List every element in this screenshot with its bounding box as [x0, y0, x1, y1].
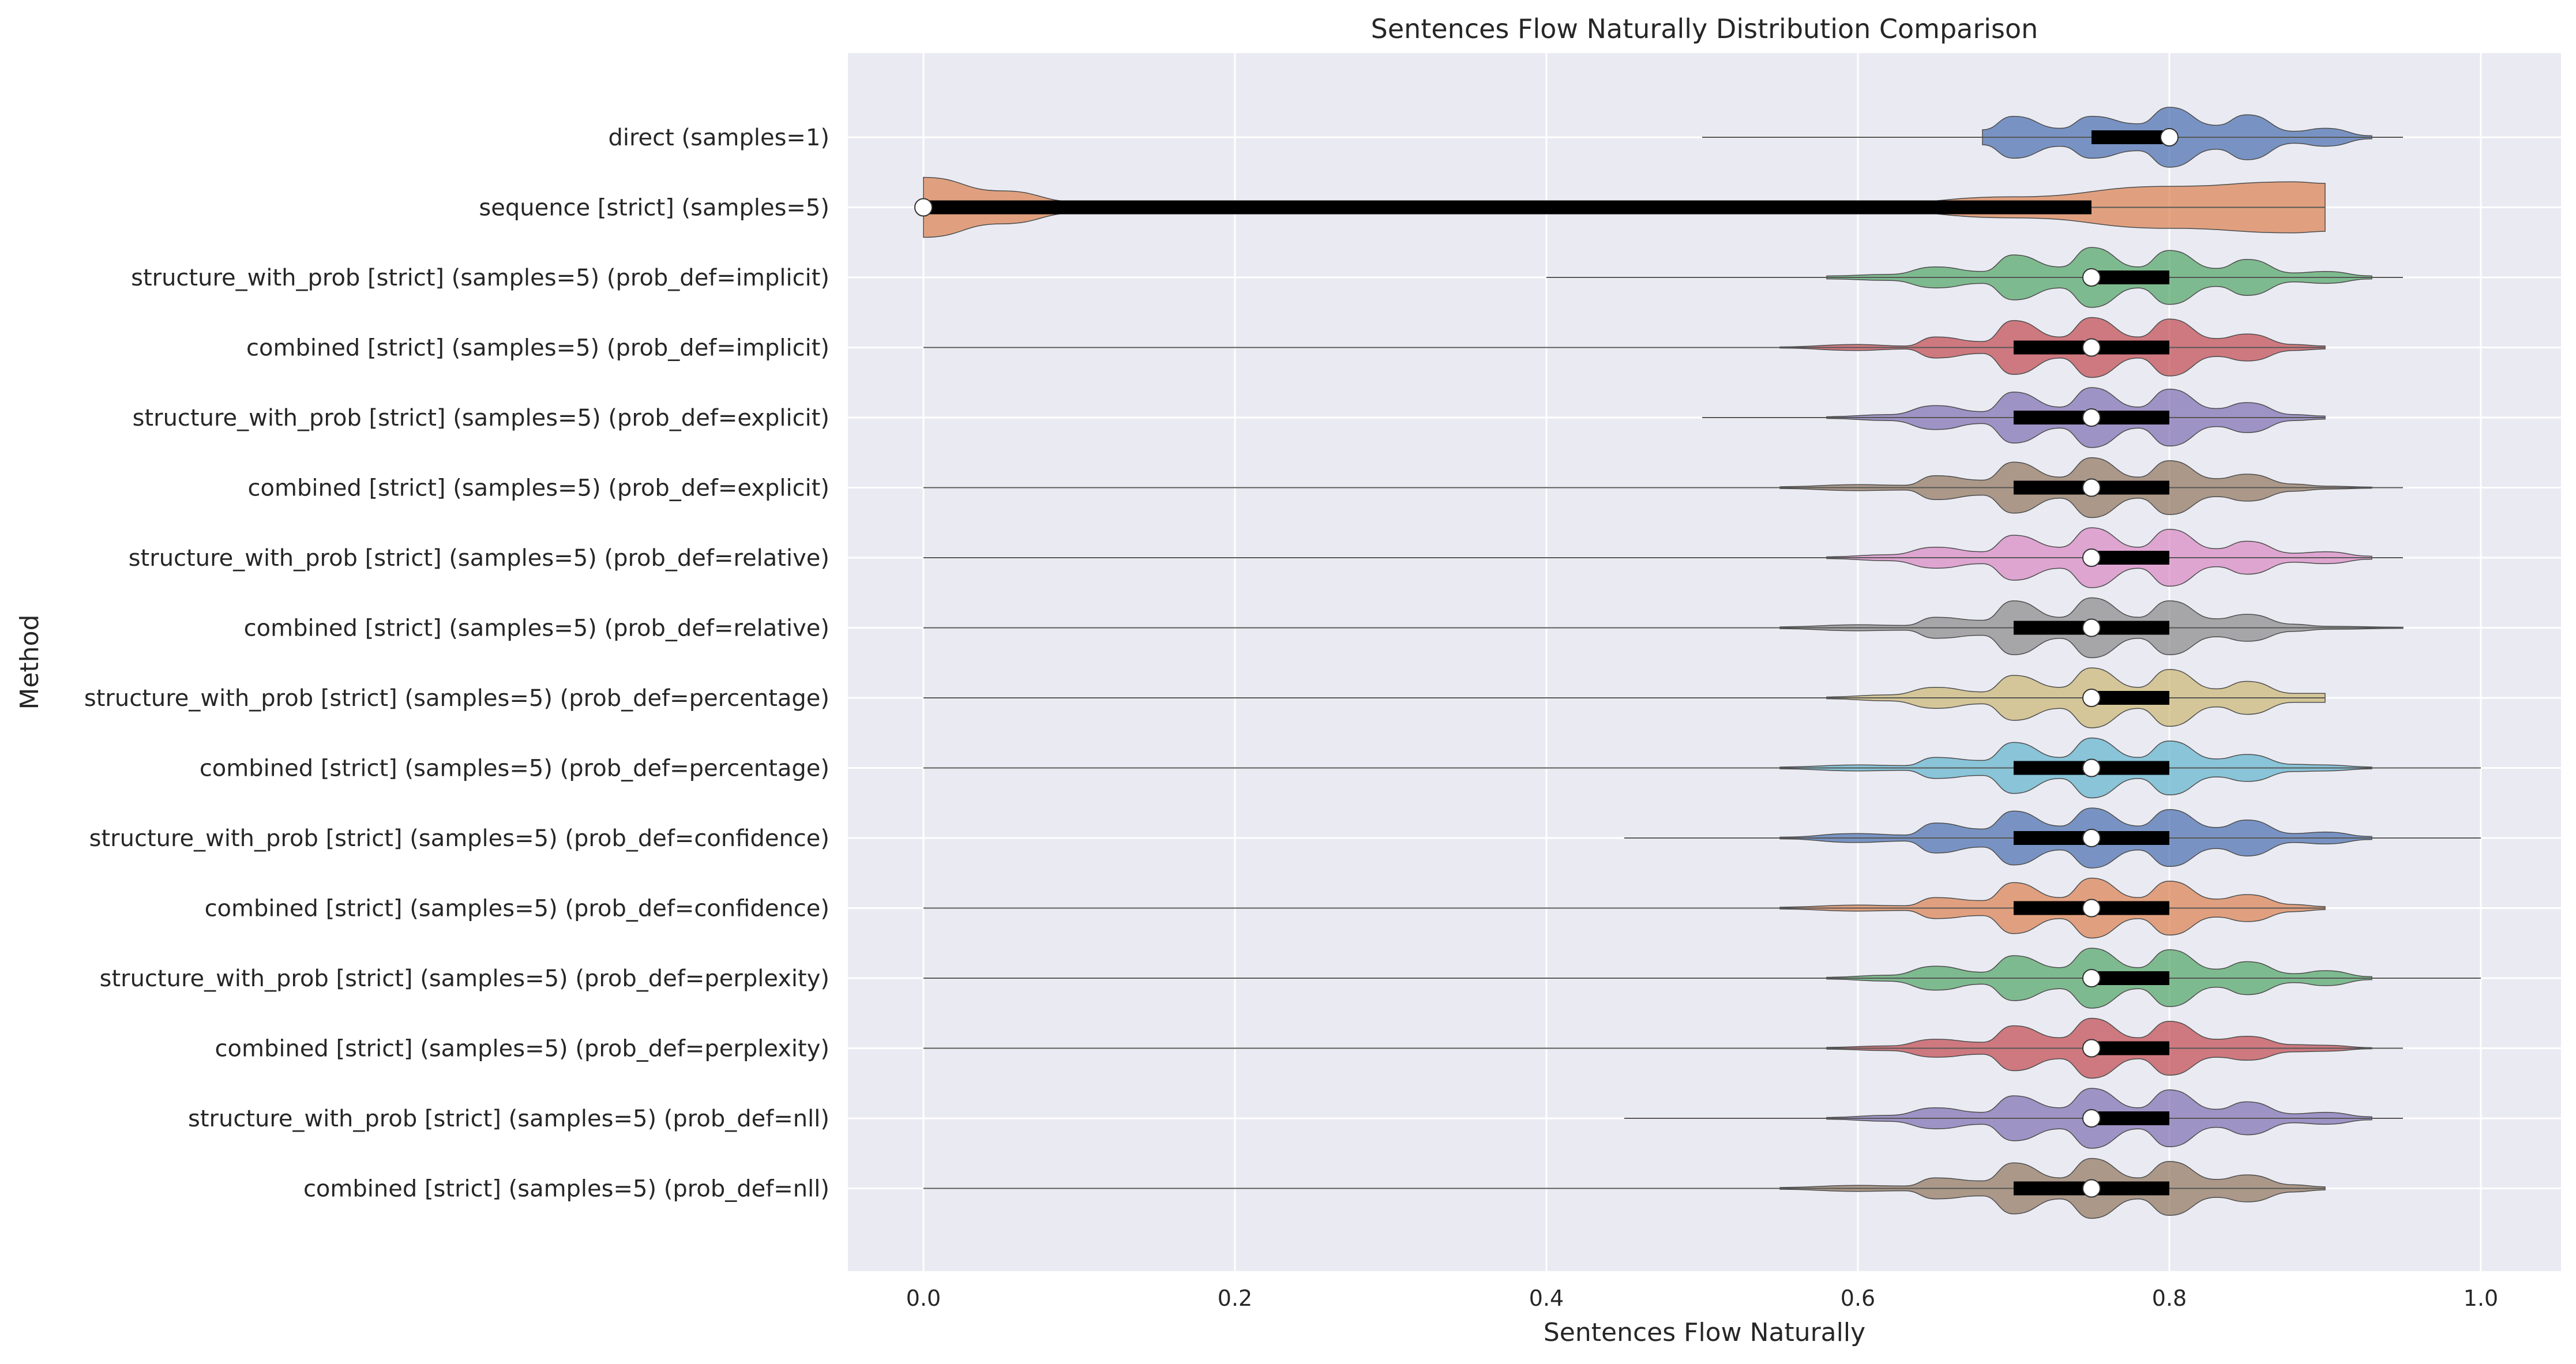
category-label: structure_with_prob [strict] (samples=5)…: [133, 405, 829, 431]
iqr-box: [2091, 270, 2169, 284]
category-label: direct (samples=1): [608, 125, 829, 151]
iqr-box: [2091, 1111, 2169, 1125]
median-marker: [2082, 548, 2101, 567]
plot-area: [848, 53, 2561, 1271]
category-label: combined [strict] (samples=5) (prob_def=…: [215, 1036, 829, 1062]
x-tick-label: 0.8: [2152, 1286, 2187, 1311]
category-label: combined [strict] (samples=5) (prob_def=…: [200, 756, 829, 782]
median-marker: [2082, 1179, 2101, 1198]
category-label: combined [strict] (samples=5) (prob_def=…: [244, 615, 829, 642]
x-tick-label: 0.2: [1218, 1286, 1252, 1311]
median-marker: [2082, 1109, 2101, 1128]
median-marker: [2082, 478, 2101, 497]
x-tick-label: 1.0: [2464, 1286, 2498, 1311]
y-axis-label: Method: [15, 614, 44, 709]
category-label: combined [strict] (samples=5) (prob_def=…: [303, 1176, 829, 1203]
x-tick-label: 0.0: [906, 1286, 941, 1311]
category-label: structure_with_prob [strict] (samples=5)…: [89, 825, 829, 852]
chart-title: Sentences Flow Naturally Distribution Co…: [1371, 13, 2038, 44]
median-marker: [2082, 829, 2101, 847]
iqr-box: [2091, 551, 2169, 565]
category-label: structure_with_prob [strict] (samples=5)…: [129, 545, 829, 572]
iqr-box: [2091, 130, 2169, 144]
x-axis-label: Sentences Flow Naturally: [1544, 1318, 1865, 1347]
median-marker: [2082, 338, 2101, 357]
category-label: combined [strict] (samples=5) (prob_def=…: [246, 335, 829, 362]
median-marker: [2082, 899, 2101, 918]
x-tick-label: 0.4: [1529, 1286, 1564, 1311]
median-marker: [914, 198, 933, 217]
iqr-box: [2091, 971, 2169, 985]
category-labels: direct (samples=1) sequence [strict] (sam…: [84, 125, 829, 1203]
box-markers: [914, 128, 2481, 1198]
iqr-box: [2091, 1041, 2169, 1055]
median-marker: [2082, 408, 2101, 427]
x-tick-labels: 0.0 0.2 0.4 0.6 0.8 1.0: [906, 1286, 2498, 1311]
category-label: structure_with_prob [strict] (samples=5)…: [84, 685, 829, 712]
iqr-box: [923, 200, 2091, 215]
category-label: sequence [strict] (samples=5): [479, 195, 829, 221]
median-marker: [2082, 618, 2101, 637]
median-marker: [2082, 758, 2101, 777]
median-marker: [2082, 689, 2101, 707]
category-label: combined [strict] (samples=5) (prob_def=…: [248, 475, 829, 502]
category-label: structure_with_prob [strict] (samples=5)…: [100, 965, 829, 992]
category-label: combined [strict] (samples=5) (prob_def=…: [205, 896, 829, 922]
median-marker: [2160, 128, 2179, 146]
category-label: structure_with_prob [strict] (samples=5)…: [131, 265, 829, 291]
x-tick-label: 0.6: [1841, 1286, 1875, 1311]
iqr-box: [2091, 691, 2169, 705]
category-label: structure_with_prob [strict] (samples=5)…: [188, 1106, 829, 1132]
median-marker: [2082, 1039, 2101, 1058]
median-marker: [2082, 969, 2101, 987]
median-marker: [2082, 268, 2101, 287]
